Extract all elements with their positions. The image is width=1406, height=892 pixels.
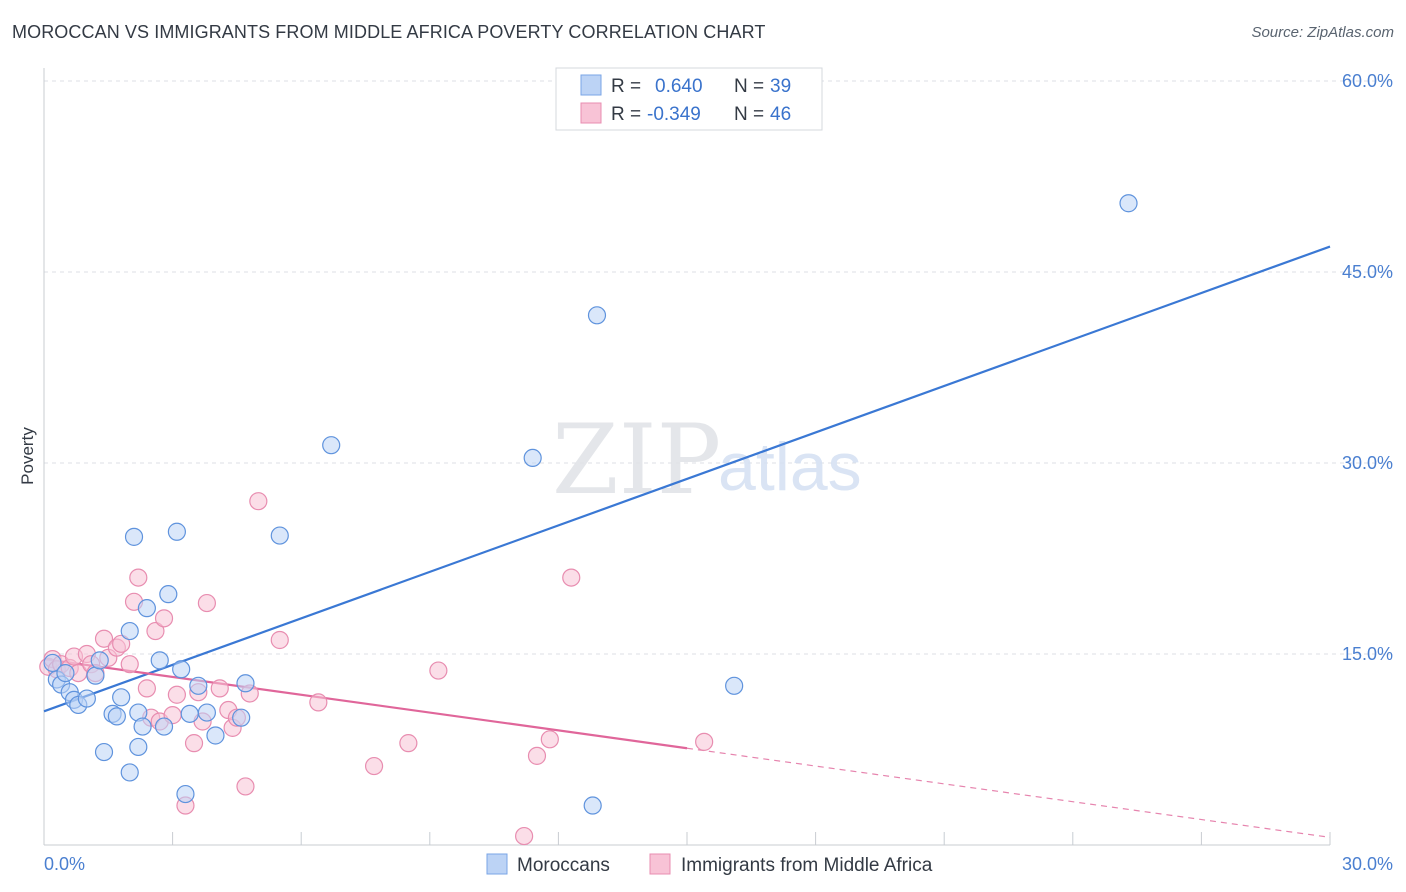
legend-n-value-1: 39 <box>770 76 791 97</box>
point-moroccans-0 <box>43 653 62 673</box>
series-legend: Moroccans Immigrants from Middle Africa <box>486 853 933 876</box>
point-moroccans-21 <box>150 651 169 670</box>
point-immigrants-37 <box>309 693 328 712</box>
y-tick-label-30: 30.0% <box>1342 453 1393 473</box>
point-immigrants-42 <box>527 746 547 765</box>
point-immigrants-16 <box>129 568 148 587</box>
point-moroccans-37 <box>587 306 607 325</box>
point-moroccans-8 <box>86 666 105 685</box>
point-moroccans-7 <box>77 689 96 708</box>
bottom-legend-immigrants: Immigrants from Middle Africa <box>681 855 933 876</box>
legend-r-value-1: 0.640 <box>655 76 703 97</box>
point-immigrants-10 <box>94 629 114 648</box>
point-moroccans-39 <box>1119 194 1138 213</box>
point-immigrants-13 <box>112 634 131 653</box>
point-immigrants-14 <box>120 655 139 674</box>
watermark-zip: ZIP <box>552 404 721 516</box>
point-immigrants-25 <box>184 734 204 753</box>
point-moroccans-19 <box>133 717 152 736</box>
bottom-swatch-moroccans <box>486 853 508 875</box>
source-label: Source: ZipAtlas.com <box>1251 24 1394 41</box>
point-moroccans-9 <box>90 651 109 670</box>
stats-legend: R = 0.640 N = 39 R = -0.349 N = 46 <box>555 67 823 131</box>
point-immigrants-45 <box>695 732 714 751</box>
data-points <box>39 194 1138 846</box>
point-moroccans-3 <box>56 663 75 683</box>
point-immigrants-44 <box>562 568 581 587</box>
chart-title: MOROCCAN VS IMMIGRANTS FROM MIDDLE AFRIC… <box>12 22 766 42</box>
point-immigrants-21 <box>154 609 174 628</box>
trend-line-moroccans <box>43 245 1331 713</box>
watermark-atlas: atlas <box>718 429 862 505</box>
point-immigrants-19 <box>146 621 165 641</box>
watermark: ZIP atlas <box>552 404 862 516</box>
point-moroccans-14 <box>120 621 139 641</box>
point-moroccans-16 <box>124 527 144 546</box>
point-immigrants-23 <box>167 685 186 704</box>
point-moroccans-35 <box>523 448 542 468</box>
trend-line-immigrants <box>43 658 688 750</box>
gridlines <box>44 80 1394 655</box>
x-tick-label-30: 30.0% <box>1342 854 1393 874</box>
bottom-swatch-immigrants <box>649 853 671 875</box>
point-immigrants-17 <box>137 679 156 698</box>
point-moroccans-10 <box>94 742 114 762</box>
legend-n-label-1: N = <box>734 76 764 97</box>
point-moroccans-12 <box>107 707 126 726</box>
point-immigrants-41 <box>515 826 534 846</box>
point-immigrants-39 <box>399 734 418 753</box>
point-moroccans-13 <box>112 688 131 707</box>
point-immigrants-29 <box>210 679 229 698</box>
point-moroccans-34 <box>322 436 341 455</box>
point-moroccans-33 <box>270 526 289 545</box>
point-immigrants-43 <box>540 730 559 749</box>
point-immigrants-40 <box>429 661 448 680</box>
point-moroccans-28 <box>189 676 208 695</box>
point-moroccans-22 <box>154 717 174 736</box>
point-immigrants-28 <box>197 593 216 613</box>
point-moroccans-30 <box>206 726 225 745</box>
x-tick-labels: 0.0% 30.0% <box>44 854 1393 874</box>
point-moroccans-23 <box>159 585 178 604</box>
legend-n-label-2: N = <box>734 104 764 125</box>
point-moroccans-20 <box>137 599 156 618</box>
y-tick-label-15: 15.0% <box>1342 644 1393 664</box>
x-ticks <box>43 832 1331 845</box>
point-moroccans-32 <box>236 674 255 693</box>
legend-n-value-2: 46 <box>770 104 791 125</box>
y-axis-label: Poverty <box>18 427 37 485</box>
legend-r-value-2: -0.349 <box>647 104 701 125</box>
point-moroccans-25 <box>172 660 191 679</box>
point-moroccans-27 <box>180 704 199 723</box>
point-moroccans-36 <box>583 796 602 815</box>
point-moroccans-31 <box>232 708 251 727</box>
point-immigrants-35 <box>249 492 268 511</box>
trend-lines <box>43 245 1331 838</box>
legend-swatch-moroccans <box>580 74 602 96</box>
point-moroccans-29 <box>197 703 216 722</box>
point-moroccans-26 <box>176 784 195 804</box>
bottom-legend-moroccans: Moroccans <box>517 855 610 876</box>
point-immigrants-33 <box>236 777 255 796</box>
legend-r-label-1: R = <box>611 76 641 97</box>
point-moroccans-38 <box>725 676 744 695</box>
point-immigrants-38 <box>364 756 384 776</box>
y-tick-labels: 15.0% 30.0% 45.0% 60.0% <box>1342 71 1393 664</box>
legend-swatch-immigrants <box>580 102 602 124</box>
point-moroccans-15 <box>120 763 139 782</box>
trend-line-immigrants-extrapolated <box>686 747 1331 838</box>
point-immigrants-36 <box>270 630 289 650</box>
y-tick-label-60: 60.0% <box>1342 71 1393 91</box>
point-moroccans-24 <box>167 522 186 541</box>
legend-r-label-2: R = <box>611 104 641 125</box>
x-tick-label-0: 0.0% <box>44 854 85 874</box>
point-moroccans-18 <box>129 737 148 757</box>
y-tick-label-45: 45.0% <box>1342 262 1393 282</box>
